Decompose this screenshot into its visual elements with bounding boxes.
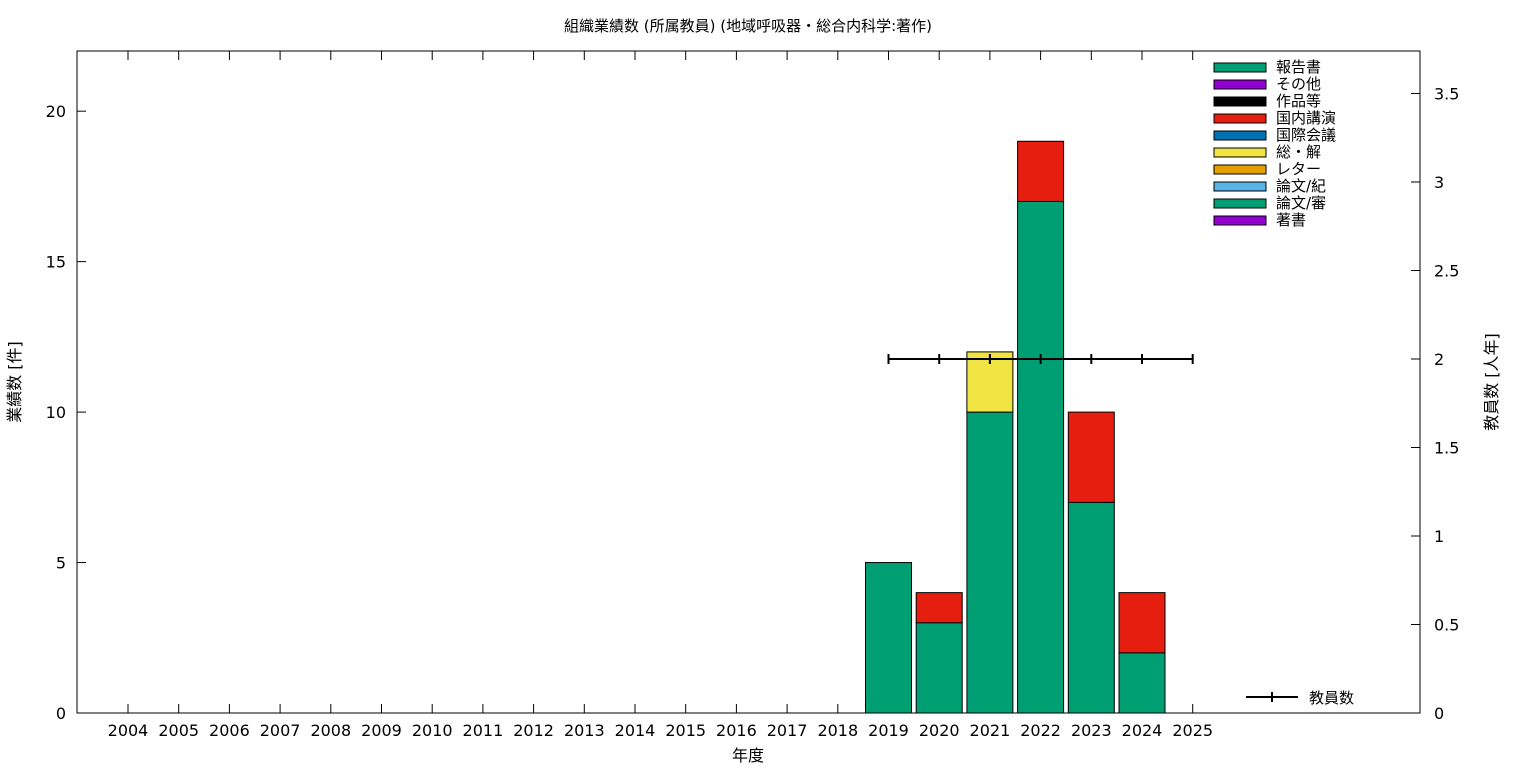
legend-swatch <box>1213 215 1267 226</box>
y-tick-label: 0 <box>56 704 66 723</box>
x-tick-label: 2010 <box>412 721 453 740</box>
bar-segment <box>1118 652 1166 714</box>
x-tick-label: 2021 <box>970 721 1011 740</box>
y2-tick-label: 1.5 <box>1434 438 1459 457</box>
legend-label: 国際会議 <box>1276 126 1336 144</box>
y2-tick-label: 3 <box>1434 173 1444 192</box>
y-axis: 0 5 10 15 20 <box>46 102 66 723</box>
x-tick-label: 2016 <box>716 721 757 740</box>
y-tick-label: 5 <box>56 554 66 573</box>
plot-frame <box>76 50 1421 714</box>
bar-segment <box>1118 592 1166 654</box>
x-tick-label: 2009 <box>361 721 402 740</box>
legend-label: 作品等 <box>1276 92 1321 110</box>
y-tick-label: 20 <box>46 102 66 121</box>
x-tick-label: 2014 <box>615 721 656 740</box>
legend-line-label: 教員数 <box>1309 689 1354 707</box>
y-axis-label: 業績数 [件] <box>5 341 24 423</box>
x-tick-label: 2012 <box>513 721 554 740</box>
bar-segment <box>1017 200 1065 714</box>
y2-tick-label: 0.5 <box>1434 615 1459 634</box>
x-tick-label: 2015 <box>665 721 706 740</box>
x-tick-label: 2011 <box>463 721 504 740</box>
bar-segment <box>915 622 963 714</box>
bar-segment <box>1067 411 1115 503</box>
legend-swatch <box>1213 147 1267 158</box>
y2-axis-label: 教員数 [人年] <box>1482 333 1501 431</box>
x-tick-label: 2005 <box>158 721 199 740</box>
legend-label: 報告書 <box>1276 58 1321 76</box>
y2-tick-label: 1 <box>1434 527 1444 546</box>
x-tick-label: 2008 <box>310 721 351 740</box>
x-tick-label: 2020 <box>919 721 960 740</box>
x-tick-label: 2019 <box>868 721 909 740</box>
y2-tick-label: 2.5 <box>1434 261 1459 280</box>
y2-tick-label: 0 <box>1434 704 1444 723</box>
x-tick-label: 2018 <box>817 721 858 740</box>
y2-axis: 0 0.5 1 1.5 2 2.5 3 3.5 <box>1434 84 1459 723</box>
bar-segment <box>1067 501 1115 714</box>
y-tick-label: 10 <box>46 403 66 422</box>
legend-label: 総・解 <box>1276 143 1321 161</box>
legend-swatch <box>1213 130 1267 141</box>
legend-swatch <box>1213 62 1267 73</box>
x-tick-label: 2006 <box>209 721 250 740</box>
legend-swatch <box>1213 181 1267 192</box>
bars <box>865 140 1166 714</box>
line-series <box>887 353 1194 364</box>
legend-swatch <box>1213 198 1267 209</box>
x-tick-label: 2017 <box>767 721 808 740</box>
y2-tick-label: 2 <box>1434 350 1444 369</box>
x-tick-label: 2025 <box>1172 721 1213 740</box>
legend-label: 著書 <box>1276 211 1306 229</box>
legend-label: その他 <box>1276 75 1321 93</box>
y-tick-label: 15 <box>46 253 66 272</box>
legend-swatch <box>1213 113 1267 124</box>
bar-segment <box>915 592 963 624</box>
legend-label: レター <box>1276 160 1321 178</box>
chart-title: 組織業績数 (所属教員) (地域呼吸器・総合内科学:著作) <box>564 17 932 35</box>
legend-swatch <box>1213 164 1267 175</box>
x-tick-label: 2022 <box>1020 721 1061 740</box>
bar-segment <box>966 411 1014 714</box>
bar-segment <box>865 562 912 714</box>
legend-swatch <box>1213 79 1267 90</box>
x-axis: 2004 2005 2006 2007 2008 2009 2010 2011 2012 2013… <box>108 721 1213 740</box>
x-tick-label: 2007 <box>260 721 301 740</box>
legend-label: 論文/審 <box>1276 194 1326 212</box>
x-tick-label: 2024 <box>1122 721 1163 740</box>
y2-tick-label: 3.5 <box>1434 84 1459 103</box>
legend-label: 国内講演 <box>1276 109 1336 127</box>
x-tick-label: 2023 <box>1071 721 1112 740</box>
bar-segment <box>1017 140 1065 202</box>
legend-label: 論文/紀 <box>1276 177 1326 195</box>
x-axis-label: 年度 <box>732 746 764 765</box>
legend-swatch <box>1213 96 1267 107</box>
x-tick-label: 2013 <box>564 721 605 740</box>
x-tick-label: 2004 <box>108 721 149 740</box>
